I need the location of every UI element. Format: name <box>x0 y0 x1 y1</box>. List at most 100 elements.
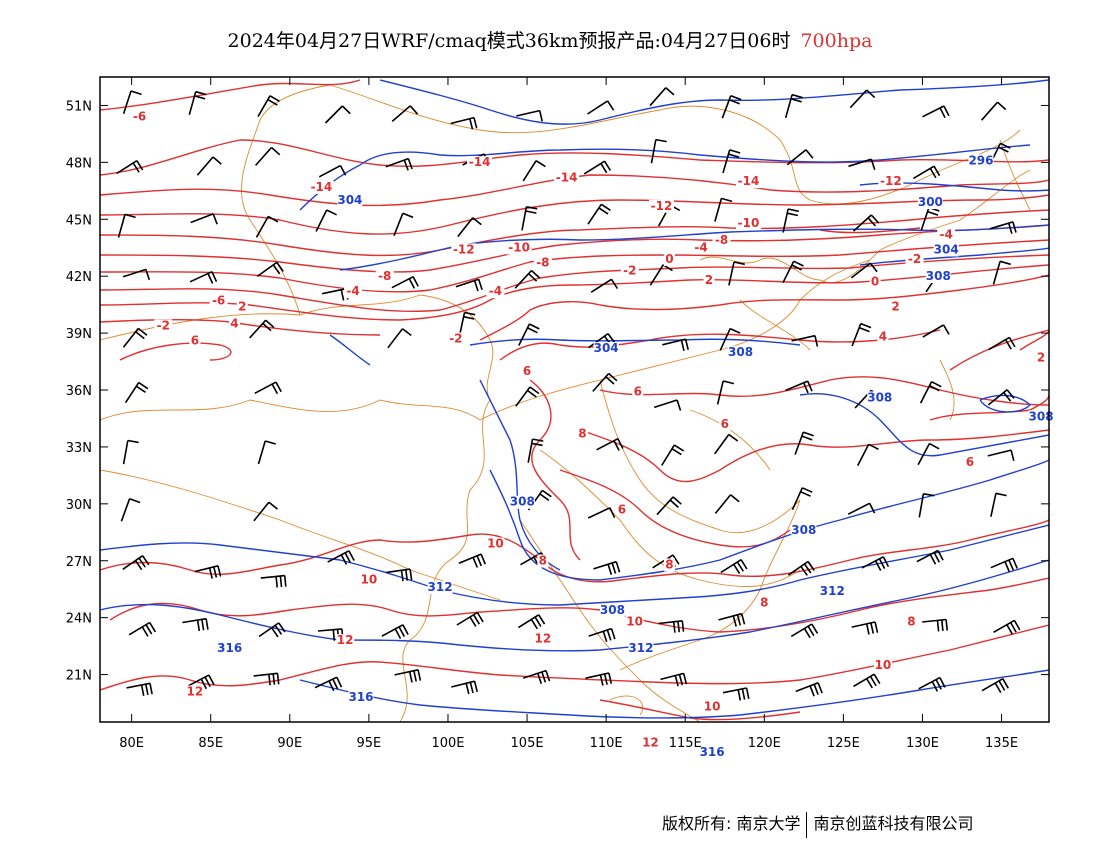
wind-barb <box>993 619 1021 635</box>
wind-barb <box>522 669 551 685</box>
wind-barb <box>258 622 286 638</box>
temperature-label-bg <box>632 385 644 399</box>
wind-barb <box>787 560 815 576</box>
wind-barb <box>987 389 1015 406</box>
temperature-label: 8 <box>665 557 673 571</box>
temperature-label-bg <box>336 634 355 648</box>
wind-barb <box>791 487 813 511</box>
height-label-bg <box>791 524 817 538</box>
temperature-label-bg <box>506 241 532 255</box>
temperature-label-bg <box>375 269 394 283</box>
height-label-bg <box>427 581 453 595</box>
wind-barb <box>117 213 136 238</box>
temperature-label: 12 <box>535 631 552 645</box>
height-label: 308 <box>1029 409 1054 423</box>
height-label: 316 <box>348 690 373 704</box>
temperature-label: -14 <box>738 174 760 188</box>
temperature-label: 6 <box>721 417 729 431</box>
temperature-label-bg <box>1035 351 1047 365</box>
height-label: 300 <box>918 195 943 209</box>
wind-barb <box>658 620 685 633</box>
temperature-label-bg <box>692 241 711 255</box>
wind-barb <box>990 492 1007 517</box>
wind-barb <box>791 334 819 347</box>
wind-barb <box>784 93 803 119</box>
wind-barb <box>720 559 748 575</box>
temperature-label: 8 <box>760 595 768 609</box>
height-label-bg <box>867 391 893 405</box>
wind-barb <box>653 399 682 411</box>
wind-barb <box>188 90 207 116</box>
wind-barb <box>782 260 804 284</box>
temperature-label: 4 <box>230 316 238 330</box>
wind-barb <box>391 105 419 123</box>
temperature-label: 10 <box>875 658 892 672</box>
temperature-label: -12 <box>453 242 475 256</box>
title-text: 2024年04月27日WRF/cmaq模式36km预报产品:04月27日06时 <box>227 30 791 52</box>
wind-barb <box>194 565 222 579</box>
temperature-label: -14 <box>469 155 491 169</box>
temperature-label: -14 <box>556 170 578 184</box>
temperature-label-bg <box>486 537 505 551</box>
longitude-axis: 80E 85E 90E 95E 100E 105E 110E 115E 120E 125E 130E… <box>119 77 1018 751</box>
lat-label: 42N <box>66 270 92 285</box>
temperature-label: 6 <box>191 333 199 347</box>
wind-barb <box>719 327 741 351</box>
lon-label: 95E <box>357 736 382 751</box>
temperature-label: 0 <box>871 275 879 289</box>
temperature-label-bg <box>625 615 644 629</box>
wind-barb <box>254 381 282 395</box>
height-label-bg <box>933 243 959 257</box>
lat-label: 39N <box>66 327 92 342</box>
temperature-label-bg <box>905 252 924 266</box>
wind-barb <box>721 94 742 119</box>
temperature-label: -12 <box>880 174 902 188</box>
wind-barb <box>327 550 355 565</box>
wind-barb <box>517 614 546 630</box>
height-label: 304 <box>594 341 619 355</box>
wind-barb <box>255 146 281 166</box>
copyright-footer: 版权所有: 南京大学 南京创蓝科技有限公司 <box>662 810 974 838</box>
wind-barb <box>588 627 616 643</box>
wind-barb <box>189 270 218 284</box>
wind-barb <box>852 214 880 232</box>
wind-barb <box>321 288 349 301</box>
wind-barb <box>981 678 1009 694</box>
temperature-label: 10 <box>361 573 378 587</box>
wind-barb <box>587 100 615 115</box>
temperature-label-bg <box>576 427 588 441</box>
wind-barb <box>728 261 745 286</box>
height-label: 316 <box>217 641 242 655</box>
temperature-label: 6 <box>634 385 642 399</box>
temperature-label: 12 <box>642 736 659 750</box>
wind-barb <box>260 574 287 588</box>
wind-barb <box>324 105 351 124</box>
wind-barb <box>722 149 741 174</box>
temperature-label: 2 <box>238 299 246 313</box>
temperature-label-bg <box>533 256 552 270</box>
height-label-bg <box>509 495 535 509</box>
wind-barb <box>315 209 337 232</box>
wind-barb <box>922 618 948 632</box>
temperature-label: 2 <box>705 273 713 287</box>
wind-barb <box>516 109 543 122</box>
lon-label: 80E <box>119 736 144 751</box>
temperature-label: -8 <box>715 233 728 247</box>
temperature-label: -6 <box>133 110 146 124</box>
wind-barb <box>393 212 414 236</box>
lon-label: 120E <box>748 736 781 751</box>
height-label-bg <box>217 641 243 655</box>
lon-label: 125E <box>827 736 860 751</box>
temperature-label: -4 <box>694 241 707 255</box>
wind-barb <box>387 328 412 349</box>
wind-barb <box>917 442 940 466</box>
temperature-label: -2 <box>623 263 636 277</box>
height-label-bg <box>917 196 943 209</box>
temperature-label: -8 <box>536 256 549 270</box>
wind-barb <box>848 158 876 170</box>
height-label: 312 <box>820 584 845 598</box>
temperature-label-bg <box>964 455 976 469</box>
height-label: 304 <box>934 242 959 256</box>
wind-barb <box>122 555 150 571</box>
lon-label: 130E <box>906 736 939 751</box>
